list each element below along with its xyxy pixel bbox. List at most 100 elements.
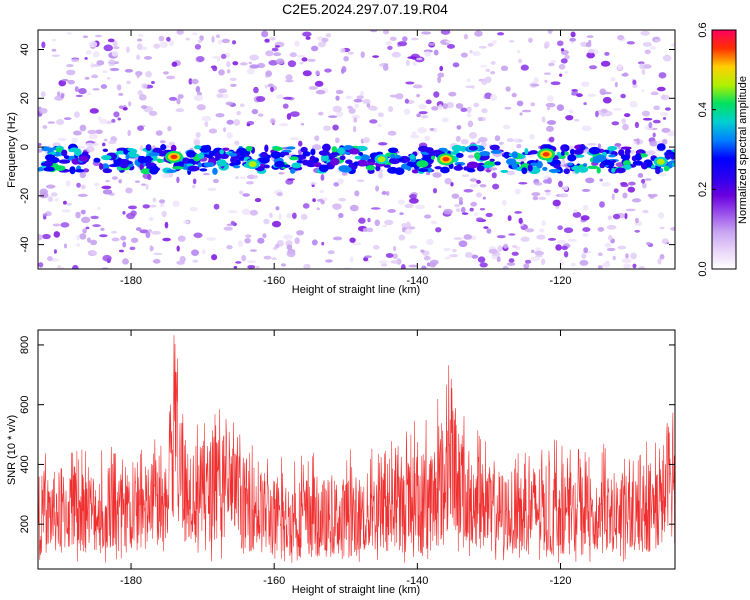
heatmap-cell <box>86 145 95 153</box>
heatmap-cell <box>166 36 171 42</box>
heatmap-cell <box>587 93 597 97</box>
heatmap-band-cell <box>387 166 399 174</box>
heatmap-cell <box>576 93 583 98</box>
heatmap-band-cell <box>618 149 625 157</box>
heatmap-cell <box>421 115 429 119</box>
heatmap-band-cell <box>270 151 282 159</box>
heatmap-cell <box>52 223 61 227</box>
heatmap-cell <box>588 48 595 54</box>
heatmap-cell <box>163 71 169 75</box>
heatmap-cell <box>111 118 116 123</box>
heatmap-cell <box>79 233 87 240</box>
heatmap-cell <box>168 96 178 101</box>
heatmap-cell <box>217 88 228 94</box>
heatmap-cell <box>66 202 72 206</box>
heatmap-cell <box>241 254 247 262</box>
heatmap-cell <box>278 172 285 175</box>
heatmap-cell <box>377 142 388 146</box>
heatmap-cell <box>122 210 126 215</box>
heatmap-band-cell <box>521 167 528 175</box>
heatmap-cell <box>221 93 229 99</box>
heatmap-cell <box>606 247 616 252</box>
heatmap-cell <box>79 171 87 179</box>
heatmap-band-cell <box>640 162 649 170</box>
heatmap-cell <box>71 137 78 143</box>
heatmap-cell <box>254 198 262 203</box>
heatmap-band-cell <box>320 153 329 162</box>
heatmap-cell <box>216 57 221 62</box>
heatmap-cell <box>572 211 582 218</box>
heatmap-cell <box>147 173 152 181</box>
heatmap-cell <box>530 83 540 87</box>
heatmap-cell <box>77 193 88 198</box>
heatmap-cell <box>425 99 432 105</box>
heatmap-cell <box>234 140 240 146</box>
heatmap-band-cell <box>479 150 491 157</box>
heatmap-cell <box>412 84 423 89</box>
heatmap-cell <box>125 187 133 194</box>
heatmap-band-cell <box>358 152 364 156</box>
heatmap-cell <box>191 249 200 256</box>
heatmap-band-cell <box>456 152 464 158</box>
heatmap-cell <box>556 40 564 47</box>
heatmap-cell <box>599 178 603 182</box>
heatmap-cell <box>637 172 644 178</box>
heatmap-cell <box>111 50 119 57</box>
heatmap-cell <box>370 105 378 111</box>
heatmap-cell <box>308 86 318 90</box>
heatmap-cell <box>66 64 74 68</box>
heatmap-cell <box>92 88 100 91</box>
heatmap-cell <box>289 137 299 141</box>
heatmap-cell <box>659 253 665 260</box>
heatmap-cell <box>507 215 512 222</box>
heatmap-cell <box>530 256 540 262</box>
heatmap-cell <box>230 83 237 88</box>
heatmap-cell <box>272 220 282 228</box>
heatmap-band-cell <box>474 152 481 160</box>
heatmap-cell <box>535 254 543 258</box>
heatmap-cell <box>445 40 453 44</box>
heatmap-band-cell <box>126 147 135 152</box>
heatmap-band-cell <box>61 149 68 157</box>
heatmap-cell <box>188 78 193 85</box>
heatmap-cell <box>614 143 622 147</box>
heatmap-cell <box>245 234 252 238</box>
heatmap-cell <box>382 224 388 228</box>
y-tick-label: 200 <box>19 515 31 533</box>
heatmap-cell <box>88 133 98 140</box>
heatmap-cell <box>120 235 127 241</box>
heatmap-band-cell <box>79 155 89 162</box>
heatmap-band-cell <box>577 166 589 173</box>
heatmap-cell <box>586 142 597 146</box>
heatmap-cell <box>194 43 202 50</box>
heatmap-cell <box>217 39 223 45</box>
snr-x-label: Height of straight line (km) <box>292 584 420 596</box>
heatmap-band-cell <box>263 164 270 169</box>
heatmap-cell <box>159 41 169 49</box>
heatmap-cell <box>237 240 244 247</box>
heatmap-band-cell <box>47 147 54 153</box>
heatmap-cell <box>42 233 51 240</box>
heatmap-cell <box>201 115 212 122</box>
heatmap-cell <box>332 203 342 210</box>
heatmap-cell <box>145 183 149 190</box>
heatmap-cell <box>472 51 481 57</box>
heatmap-band-cell <box>330 152 340 156</box>
heatmap-cell <box>479 65 488 68</box>
heatmap-cell <box>263 255 272 260</box>
heatmap-band-cell <box>272 146 284 151</box>
heatmap-cell <box>42 213 48 217</box>
heatmap-cell <box>560 48 565 52</box>
heatmap-cell <box>341 171 348 176</box>
heatmap-cell <box>54 197 59 202</box>
heatmap-band-cell <box>44 154 56 161</box>
heatmap-cell <box>263 218 270 225</box>
heatmap-cell <box>557 225 563 231</box>
heatmap-cell <box>548 62 555 67</box>
heatmap-cell <box>653 105 661 111</box>
heatmap-cell <box>449 254 459 258</box>
heatmap-cell <box>574 118 580 122</box>
heatmap-cell <box>473 102 480 108</box>
heatmap-cell <box>490 71 496 75</box>
heatmap-cell <box>458 240 468 248</box>
